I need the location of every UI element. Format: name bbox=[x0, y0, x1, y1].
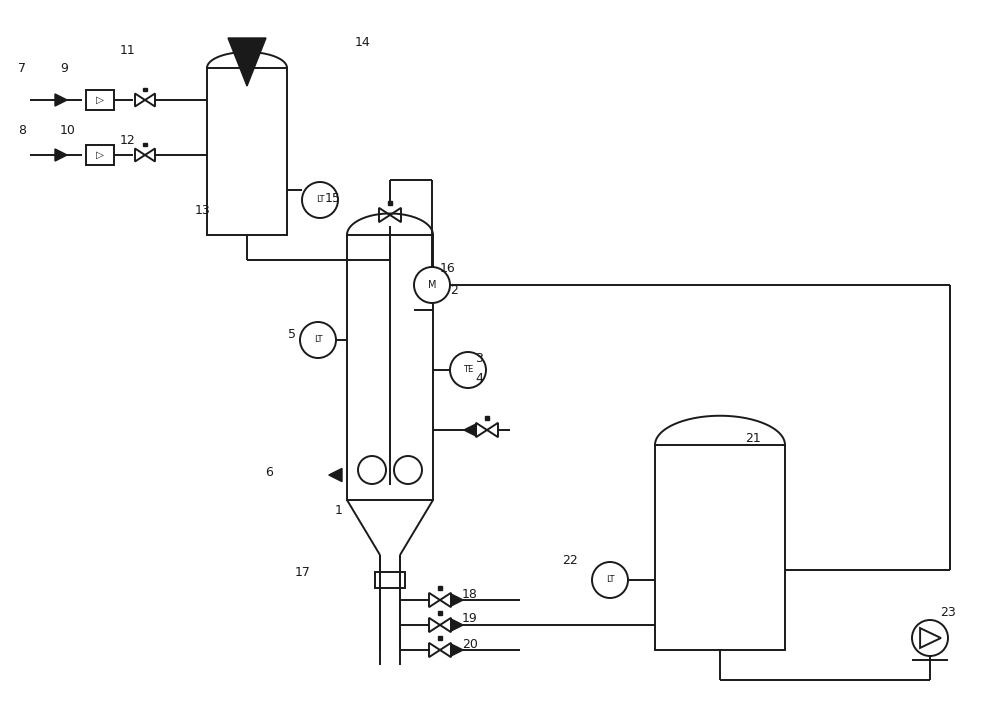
Text: 2: 2 bbox=[450, 283, 458, 297]
Text: 21: 21 bbox=[745, 432, 761, 444]
Text: 16: 16 bbox=[440, 262, 456, 274]
Polygon shape bbox=[390, 208, 401, 222]
Text: 15: 15 bbox=[325, 191, 341, 205]
Polygon shape bbox=[440, 618, 451, 632]
Polygon shape bbox=[135, 148, 145, 162]
Text: 12: 12 bbox=[120, 134, 136, 146]
Polygon shape bbox=[451, 594, 463, 606]
Text: 13: 13 bbox=[195, 203, 211, 217]
Text: ▷: ▷ bbox=[96, 95, 104, 105]
Text: LT: LT bbox=[316, 195, 324, 205]
Polygon shape bbox=[329, 468, 342, 482]
Circle shape bbox=[394, 456, 422, 484]
Polygon shape bbox=[451, 644, 463, 656]
Bar bbox=[485, 416, 489, 420]
Polygon shape bbox=[920, 628, 941, 648]
Polygon shape bbox=[429, 593, 440, 607]
Text: 8: 8 bbox=[18, 124, 26, 136]
Bar bbox=[86, 90, 114, 110]
Text: TE: TE bbox=[463, 366, 473, 375]
Polygon shape bbox=[476, 423, 487, 437]
Text: ▷: ▷ bbox=[96, 150, 104, 160]
Polygon shape bbox=[429, 618, 440, 632]
Text: 1: 1 bbox=[335, 503, 343, 517]
Text: LT: LT bbox=[314, 335, 322, 344]
Bar bbox=[438, 611, 442, 615]
Polygon shape bbox=[487, 423, 498, 437]
Circle shape bbox=[358, 456, 386, 484]
Text: LT: LT bbox=[606, 576, 614, 584]
Text: 19: 19 bbox=[462, 612, 478, 626]
Circle shape bbox=[300, 322, 336, 358]
Polygon shape bbox=[145, 93, 155, 106]
Text: 9: 9 bbox=[60, 61, 68, 75]
Text: 20: 20 bbox=[462, 638, 478, 650]
Polygon shape bbox=[55, 94, 67, 106]
Text: 7: 7 bbox=[18, 61, 26, 75]
Polygon shape bbox=[145, 148, 155, 162]
Text: 14: 14 bbox=[355, 35, 371, 49]
Bar bbox=[438, 636, 442, 640]
Polygon shape bbox=[440, 593, 451, 607]
Polygon shape bbox=[440, 643, 451, 657]
Text: 3: 3 bbox=[475, 352, 483, 364]
Bar bbox=[86, 145, 114, 165]
Text: M: M bbox=[428, 280, 436, 290]
Text: 23: 23 bbox=[940, 605, 956, 619]
Polygon shape bbox=[228, 38, 266, 86]
Text: 4: 4 bbox=[475, 371, 483, 385]
Polygon shape bbox=[429, 643, 440, 657]
Text: 22: 22 bbox=[562, 553, 578, 567]
Bar bbox=[438, 586, 442, 590]
Text: 11: 11 bbox=[120, 44, 136, 56]
Polygon shape bbox=[451, 619, 463, 631]
Polygon shape bbox=[135, 93, 145, 106]
Circle shape bbox=[592, 562, 628, 598]
Bar bbox=[143, 87, 147, 91]
Text: 6: 6 bbox=[265, 465, 273, 479]
Text: 18: 18 bbox=[462, 588, 478, 600]
Bar bbox=[375, 572, 405, 588]
Text: 5: 5 bbox=[288, 328, 296, 342]
Bar bbox=[143, 143, 147, 146]
Circle shape bbox=[912, 620, 948, 656]
Text: 10: 10 bbox=[60, 124, 76, 136]
Polygon shape bbox=[55, 149, 67, 161]
Circle shape bbox=[414, 267, 450, 303]
Polygon shape bbox=[379, 208, 390, 222]
Circle shape bbox=[450, 352, 486, 388]
Circle shape bbox=[302, 182, 338, 218]
Bar bbox=[207, 68, 287, 235]
Bar bbox=[347, 235, 433, 500]
Bar bbox=[388, 201, 392, 205]
Polygon shape bbox=[464, 424, 476, 436]
Text: 17: 17 bbox=[295, 565, 311, 579]
Bar bbox=[655, 445, 785, 650]
